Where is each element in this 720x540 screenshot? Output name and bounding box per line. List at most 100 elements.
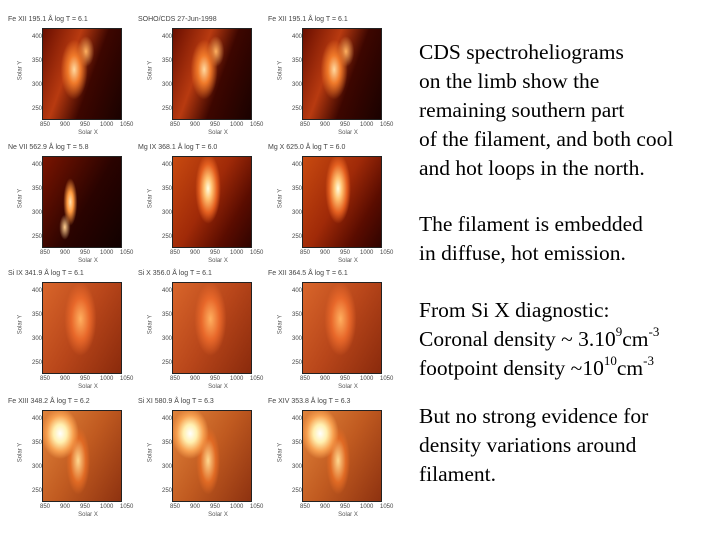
emission-map-image: [172, 410, 252, 502]
y-tick-label: 350: [161, 440, 172, 446]
y-tick-label: 350: [291, 186, 302, 192]
x-tick-label: 900: [60, 250, 71, 256]
spectroheliogram-panel: Fe XII 364.5 Å log T = 6.1 Solar Y 400 350 3…: [264, 268, 394, 396]
panel-y-ticks: 400 350 300 250: [288, 410, 302, 502]
spectroheliogram-panel: Si IX 341.9 Å log T = 6.1 Solar Y 400 350 30…: [4, 268, 134, 396]
text-line: filament.: [419, 462, 497, 486]
x-tick-label: 1000: [100, 376, 114, 382]
text-line: in diffuse, hot emission.: [419, 241, 626, 265]
panel-title: Ne VII 562.9 Å log T = 5.8: [8, 144, 89, 151]
panel-x-axis-label: Solar X: [78, 384, 98, 390]
x-tick-label: 1050: [380, 504, 394, 510]
x-tick-label: 1050: [250, 250, 264, 256]
x-tick-label: 1000: [100, 250, 114, 256]
spectroheliogram-panel: Fe XIV 353.8 Å log T = 6.3 Solar Y 400 350 3…: [264, 396, 394, 524]
panel-x-axis-label: Solar X: [78, 130, 98, 136]
y-tick-label: 400: [291, 34, 302, 40]
panel-x-axis-label: Solar X: [338, 512, 358, 518]
y-tick-label: 350: [161, 58, 172, 64]
text-line: of the filament, and both cool: [419, 127, 674, 151]
panel-y-ticks: 400 350 300 250: [158, 156, 172, 248]
x-tick-label: 1000: [360, 504, 374, 510]
spectroheliogram-panel: Si X 356.0 Å log T = 6.1 Solar Y 400 350 300…: [134, 268, 264, 396]
panel-y-ticks: 400 350 300 250: [28, 156, 42, 248]
panel-x-axis-label: Solar X: [208, 130, 228, 136]
x-tick-label: 900: [60, 504, 71, 510]
panel-title: SOHO/CDS 27-Jun-1998: [138, 16, 217, 23]
x-tick-label: 850: [40, 122, 51, 128]
emission-map-image: [172, 28, 252, 120]
panel-y-ticks: 400 350 300 250: [288, 156, 302, 248]
panel-y-axis-label: Solar Y: [17, 442, 24, 463]
panel-x-ticks: 850 900 950 1000 1050: [292, 376, 393, 384]
panel-y-ticks: 400 350 300 250: [28, 282, 42, 374]
x-tick-label: 1050: [120, 376, 134, 382]
x-tick-label: 850: [170, 376, 181, 382]
panel-x-ticks: 850 900 950 1000 1050: [32, 250, 134, 258]
x-tick-label: 950: [340, 504, 351, 510]
panel-y-ticks: 400 350 300 250: [158, 282, 172, 374]
panel-x-axis-label: Solar X: [338, 384, 358, 390]
x-tick-label: 900: [320, 376, 331, 382]
y-tick-label: 400: [161, 416, 172, 422]
y-tick-label: 400: [31, 34, 42, 40]
spectroheliogram-panel: Fe XII 195.1 Å log T = 6.1 Solar Y 400 350 3…: [4, 14, 134, 142]
x-tick-label: 900: [60, 122, 71, 128]
emission-map-image: [302, 282, 382, 374]
x-tick-label: 850: [170, 504, 181, 510]
x-tick-label: 850: [300, 504, 311, 510]
x-tick-label: 950: [210, 376, 221, 382]
emission-map-image: [42, 28, 122, 120]
y-tick-label: 350: [291, 312, 302, 318]
panel-title: Fe XIII 348.2 Å log T = 6.2: [8, 398, 90, 405]
y-tick-label: 350: [291, 440, 302, 446]
panel-x-ticks: 850 900 950 1000 1050: [162, 376, 263, 384]
y-tick-label: 300: [161, 336, 172, 342]
panel-x-ticks: 850 900 950 1000 1050: [292, 504, 394, 512]
x-tick-label: 1050: [120, 250, 134, 256]
exponent: 9: [615, 323, 623, 339]
x-tick-label: 900: [190, 504, 201, 510]
spectroheliogram-panel: Fe XII 195.1 Å log T = 6.1 Solar Y 400 350 3…: [264, 14, 394, 142]
panel-x-ticks: 850 900 950 1000 1050: [162, 504, 263, 512]
y-tick-label: 400: [291, 416, 302, 422]
x-tick-label: 950: [80, 122, 91, 128]
x-tick-label: 900: [320, 504, 331, 510]
spectroheliogram-panel: Mg X 625.0 Å log T = 6.0 Solar Y 400 350 300…: [264, 142, 394, 270]
footpoint-density-line: footpoint density ~1010cm-3: [419, 354, 719, 383]
x-tick-label: 1000: [360, 122, 374, 128]
text-line: and hot loops in the north.: [419, 156, 645, 180]
panel-y-ticks: 400 350 300 250: [28, 28, 42, 120]
panel-y-axis-label: Solar Y: [147, 188, 154, 209]
panel-y-axis-label: Solar Y: [277, 60, 284, 81]
panel-x-axis-label: Solar X: [338, 130, 358, 136]
x-tick-label: 900: [320, 122, 331, 128]
panel-y-axis-label: Solar Y: [147, 60, 154, 81]
y-tick-label: 400: [161, 34, 172, 40]
y-tick-label: 300: [161, 464, 172, 470]
x-tick-label: 850: [300, 122, 311, 128]
y-tick-label: 250: [31, 234, 42, 240]
spectroheliogram-panel: SOHO/CDS 27-Jun-1998 Solar Y 400 350 300 250 8…: [134, 14, 264, 142]
emission-map-image: [302, 156, 382, 248]
y-tick-label: 300: [291, 210, 302, 216]
spectroheliogram-panel: Fe XIII 348.2 Å log T = 6.2 Solar Y 400 350…: [4, 396, 134, 524]
panel-title: Mg IX 368.1 Å log T = 6.0: [138, 144, 218, 151]
y-tick-label: 250: [291, 488, 302, 494]
y-tick-label: 400: [291, 288, 302, 294]
x-tick-label: 1000: [100, 504, 114, 510]
x-tick-label: 950: [210, 122, 221, 128]
y-tick-label: 250: [161, 488, 172, 494]
panel-y-ticks: 400 350 300 250: [28, 410, 42, 502]
x-tick-label: 900: [190, 122, 201, 128]
x-tick-label: 950: [210, 504, 221, 510]
emission-map-image: [42, 156, 122, 248]
x-tick-label: 850: [170, 250, 181, 256]
y-tick-label: 400: [31, 162, 42, 168]
panel-x-ticks: 850 900 950 1000 1050: [32, 376, 134, 384]
y-tick-label: 350: [31, 58, 42, 64]
y-tick-label: 400: [31, 416, 42, 422]
y-tick-label: 300: [291, 464, 302, 470]
panel-y-axis-label: Solar Y: [147, 442, 154, 463]
emission-map-image: [172, 156, 252, 248]
